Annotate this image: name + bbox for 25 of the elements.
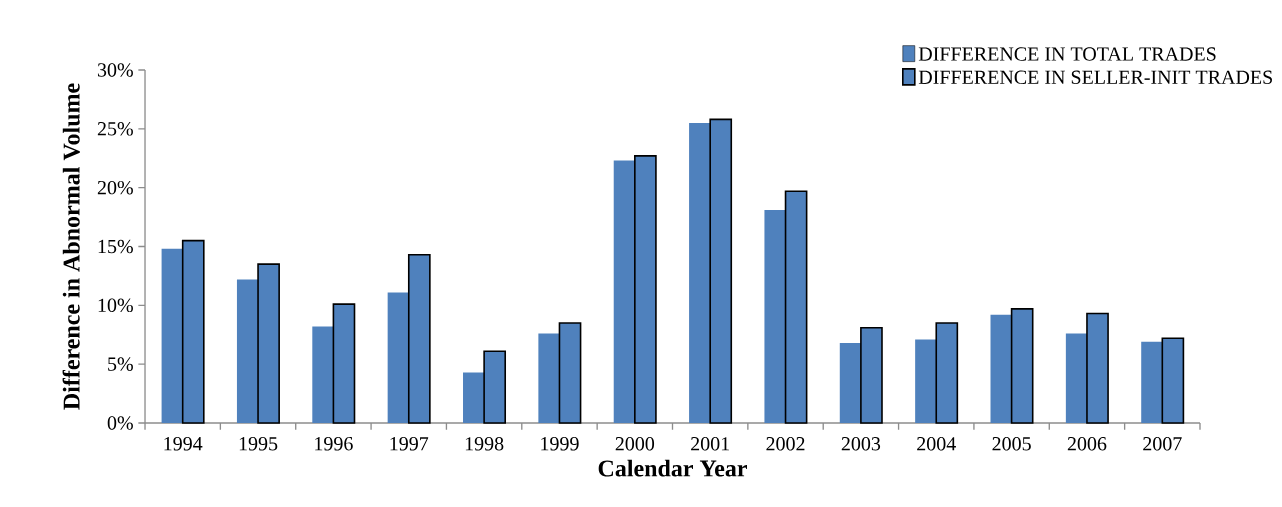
x-tick-label: 2000	[615, 437, 655, 451]
legend-label: DIFFERENCE IN TOTAL TRADES	[918, 47, 1216, 61]
x-tick-label: 2003	[841, 437, 881, 451]
x-tick-label: 2005	[992, 437, 1031, 451]
x-tick-label: 2002	[766, 437, 805, 451]
x-tick-label: 1996	[315, 437, 353, 451]
y-tick-label: 0%	[107, 416, 133, 430]
x-tick-label: 2006	[1067, 437, 1107, 451]
y-tick-label: 20%	[97, 180, 133, 195]
y-tick-label: 30%	[97, 63, 133, 77]
x-tick-label: 2007	[1143, 437, 1182, 451]
y-tick-label: 5%	[108, 357, 133, 371]
legend-label: DIFFERENCE IN SELLER-INIT TRADES	[918, 70, 1272, 85]
y-tick-label: 25%	[97, 122, 133, 136]
y-tick-label: 10%	[98, 298, 133, 313]
x-tick-label: 1998	[465, 437, 504, 451]
x-axis-title: Calendar Year	[598, 459, 747, 477]
x-tick-label: 1999	[541, 437, 579, 451]
y-axis-title: Difference in Abnormal Volume	[62, 83, 80, 410]
x-tick-label: 1995	[239, 437, 278, 451]
x-tick-label: 2001	[691, 437, 729, 451]
x-tick-label: 1994	[164, 437, 203, 451]
y-tick-label: 15%	[98, 239, 133, 254]
x-tick-label: 1997	[390, 437, 429, 451]
x-tick-label: 2004	[917, 437, 956, 451]
